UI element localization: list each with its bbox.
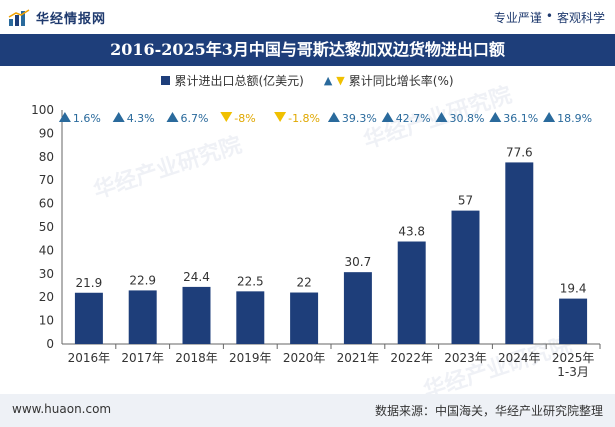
growth-label: 36.1%	[503, 112, 538, 125]
growth-label: -8%	[234, 112, 255, 125]
growth-label: 39.3%	[342, 112, 377, 125]
x-tick-label: 2022年	[390, 351, 433, 365]
bar[interactable]	[236, 291, 265, 344]
bar[interactable]	[505, 162, 534, 344]
footer: www.huaon.com 数据来源：中国海关，华经产业研究院整理	[0, 394, 615, 427]
bar-value-label: 24.4	[183, 270, 210, 284]
y-tick-label: 30	[39, 267, 54, 281]
x-tick-label: 2016年	[68, 351, 111, 365]
tagline-separator: •	[545, 9, 553, 23]
x-tick-label: 2017年	[121, 351, 164, 365]
growth-up-marker	[58, 112, 71, 122]
y-tick-label: 90	[39, 126, 54, 140]
bar-value-label: 22.9	[129, 273, 156, 287]
chart-legend: 累计进出口总额(亿美元) ▲ ▼ 累计同比增长率(%)	[0, 70, 615, 90]
bar[interactable]	[128, 290, 157, 344]
tagline: 专业严谨 • 客观科学	[494, 9, 605, 26]
legend-down-triangle-icon: ▼	[336, 73, 345, 87]
bar-value-label: 30.7	[345, 255, 372, 269]
tagline-1: 专业严谨	[493, 11, 542, 25]
y-tick-label: 50	[39, 220, 54, 234]
y-tick-label: 60	[39, 197, 54, 211]
legend-up-triangle-icon: ▲	[323, 73, 333, 87]
x-tick-label: 2023年	[444, 351, 487, 365]
bar[interactable]	[182, 286, 211, 344]
growth-label: 6.7%	[181, 112, 209, 125]
y-tick-label: 80	[39, 150, 54, 164]
growth-up-marker	[166, 112, 179, 122]
legend-growth-series[interactable]: ▲ ▼ 累计同比增长率(%)	[324, 72, 454, 89]
bar[interactable]	[343, 272, 372, 344]
growth-down-marker	[274, 112, 287, 122]
bar-value-label: 21.9	[76, 276, 103, 290]
x-tick-label: 2020年	[283, 351, 326, 365]
growth-down-marker	[220, 112, 233, 122]
growth-label: -1.8%	[288, 112, 320, 125]
title-bar: 2016-2025年3月中国与哥斯达黎加双边货物进出口额	[0, 34, 615, 66]
growth-label: 18.9%	[557, 112, 592, 125]
chart-title: 2016-2025年3月中国与哥斯达黎加双边货物进出口额	[110, 40, 505, 59]
brand-name: 华经情报网	[36, 12, 107, 27]
x-tick-label: 1-3月	[557, 365, 589, 379]
tagline-2: 客观科学	[556, 11, 605, 25]
growth-up-marker	[381, 112, 394, 122]
bar-chart: 0 10 20 30 40 50 60 70 80 90 100 21.9 2016年 1.6% 22.9 2…	[31, 103, 601, 379]
growth-label: 4.3%	[127, 112, 155, 125]
top-bar: 华经情报网 专业严谨 • 客观科学	[0, 0, 615, 34]
bar[interactable]	[451, 210, 480, 344]
bar[interactable]	[559, 298, 588, 344]
legend-bar-series[interactable]: 累计进出口总额(亿美元)	[161, 72, 304, 89]
y-tick-label: 10	[39, 314, 54, 328]
bar-value-label: 77.6	[506, 145, 533, 159]
growth-label: 42.7%	[396, 112, 431, 125]
footer-url[interactable]: www.huaon.com	[12, 402, 112, 416]
y-tick-label: 40	[39, 243, 54, 257]
bar[interactable]	[74, 292, 103, 344]
growth-label: 1.6%	[73, 112, 101, 125]
y-tick-label: 0	[46, 337, 54, 351]
growth-up-marker	[327, 112, 340, 122]
bar-value-label: 22	[296, 276, 311, 290]
footer-source: 数据来源：中国海关，华经产业研究院整理	[374, 404, 603, 418]
x-tick-label: 2024年	[498, 351, 541, 365]
growth-up-marker	[435, 112, 448, 122]
growth-up-marker	[543, 112, 556, 122]
brand[interactable]: 华经情报网	[8, 8, 106, 27]
x-tick-label: 2021年	[337, 351, 380, 365]
growth-label: 30.8%	[450, 112, 485, 125]
legend-bar-swatch	[161, 75, 171, 85]
bar[interactable]	[397, 241, 426, 344]
bar-value-label: 19.4	[560, 282, 587, 296]
x-tick-label: 2018年	[175, 351, 218, 365]
bar-value-label: 57	[458, 194, 473, 208]
bar[interactable]	[290, 292, 319, 344]
legend-bar-label: 累计进出口总额(亿美元)	[174, 73, 304, 88]
x-tick-label: 2025年	[552, 351, 595, 365]
legend-growth-label: 累计同比增长率(%)	[348, 73, 454, 88]
y-tick-label: 100	[31, 103, 54, 117]
growth-up-marker	[112, 112, 125, 122]
y-tick-label: 70	[39, 173, 54, 187]
x-tick-label: 2019年	[229, 351, 272, 365]
growth-up-marker	[489, 112, 502, 122]
bar-value-label: 22.5	[237, 274, 264, 288]
brand-logo-icon	[8, 8, 30, 26]
y-tick-label: 20	[39, 290, 54, 304]
bar-value-label: 43.8	[398, 225, 425, 239]
